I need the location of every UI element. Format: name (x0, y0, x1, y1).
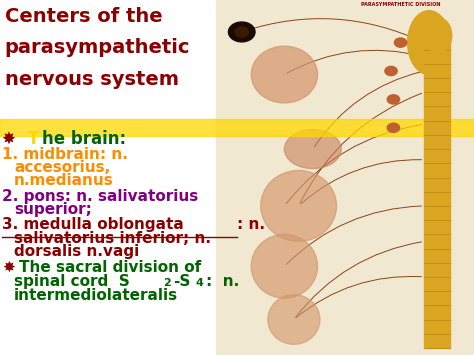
Text: 3. medulla oblongata: 3. medulla oblongata (2, 217, 184, 232)
Text: T: T (27, 130, 39, 148)
Text: accesorius,: accesorius, (14, 160, 110, 175)
Bar (424, 36, 450, 348)
Ellipse shape (261, 170, 337, 241)
Ellipse shape (425, 18, 452, 53)
Text: nervous system: nervous system (5, 70, 179, 89)
Text: : n.: : n. (237, 217, 265, 232)
Text: salivatorius inferior; n.: salivatorius inferior; n. (14, 231, 211, 246)
Circle shape (235, 27, 248, 37)
Text: 4: 4 (196, 278, 204, 288)
Text: dorsalis n.vagi: dorsalis n.vagi (14, 244, 139, 259)
Circle shape (385, 66, 397, 76)
Bar (0, 119, 474, 136)
Ellipse shape (268, 295, 320, 344)
Circle shape (387, 95, 400, 104)
Ellipse shape (251, 234, 318, 298)
Text: Centers of the: Centers of the (5, 7, 163, 26)
Text: 1. midbrain: n.: 1. midbrain: n. (2, 147, 128, 162)
Text: he brain:: he brain: (42, 130, 127, 148)
Text: parasympathetic: parasympathetic (5, 38, 190, 58)
Circle shape (387, 123, 400, 132)
Ellipse shape (408, 11, 450, 75)
Text: :  n.: : n. (206, 274, 239, 289)
Text: 2. pons: n. salivatorius: 2. pons: n. salivatorius (2, 189, 199, 204)
Ellipse shape (284, 130, 341, 169)
Text: ✸: ✸ (2, 260, 15, 275)
Text: spinal cord  S: spinal cord S (14, 274, 130, 289)
Text: -S: -S (173, 274, 191, 289)
Ellipse shape (251, 46, 318, 103)
Text: ✸: ✸ (2, 130, 22, 148)
Ellipse shape (412, 14, 436, 43)
Text: 2: 2 (164, 278, 171, 288)
Text: PARASYMPATHETIC DIVISION: PARASYMPATHETIC DIVISION (361, 2, 441, 7)
Bar (216, 0, 474, 355)
Text: superior;: superior; (14, 202, 92, 217)
Text: n.medianus: n.medianus (14, 173, 114, 188)
Circle shape (394, 38, 407, 47)
Text: intermediolateralis: intermediolateralis (14, 288, 178, 303)
Circle shape (228, 22, 255, 42)
Text: The sacral division of: The sacral division of (19, 260, 201, 275)
